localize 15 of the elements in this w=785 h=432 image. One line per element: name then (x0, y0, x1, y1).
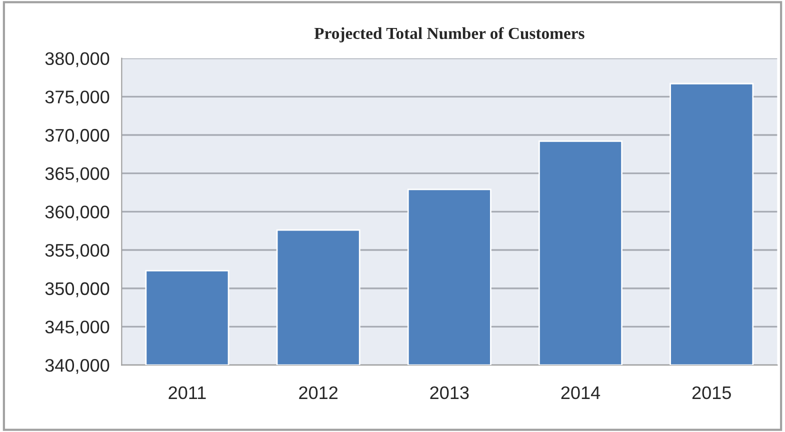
y-tick-label: 365,000 (45, 167, 110, 182)
x-tick-label: 2012 (299, 386, 338, 400)
y-tick-label: 370,000 (45, 128, 110, 144)
y-tick-label: 380,000 (45, 52, 110, 68)
y-tick-label: 345,000 (45, 320, 110, 336)
y-tick-label: 375,000 (45, 90, 110, 106)
y-tick-label: 350,000 (45, 282, 110, 298)
y-tick-label: 360,000 (45, 206, 110, 221)
x-tick-label: 2011 (168, 386, 206, 400)
x-tick-label: 2015 (692, 386, 731, 400)
chart-title: Projected Total Number of Customers (314, 27, 584, 42)
y-tick-label: 340,000 (45, 358, 110, 374)
x-tick-label: 2013 (430, 386, 469, 400)
y-tick-label: 355,000 (45, 244, 110, 259)
x-tick-label: 2014 (561, 386, 600, 400)
